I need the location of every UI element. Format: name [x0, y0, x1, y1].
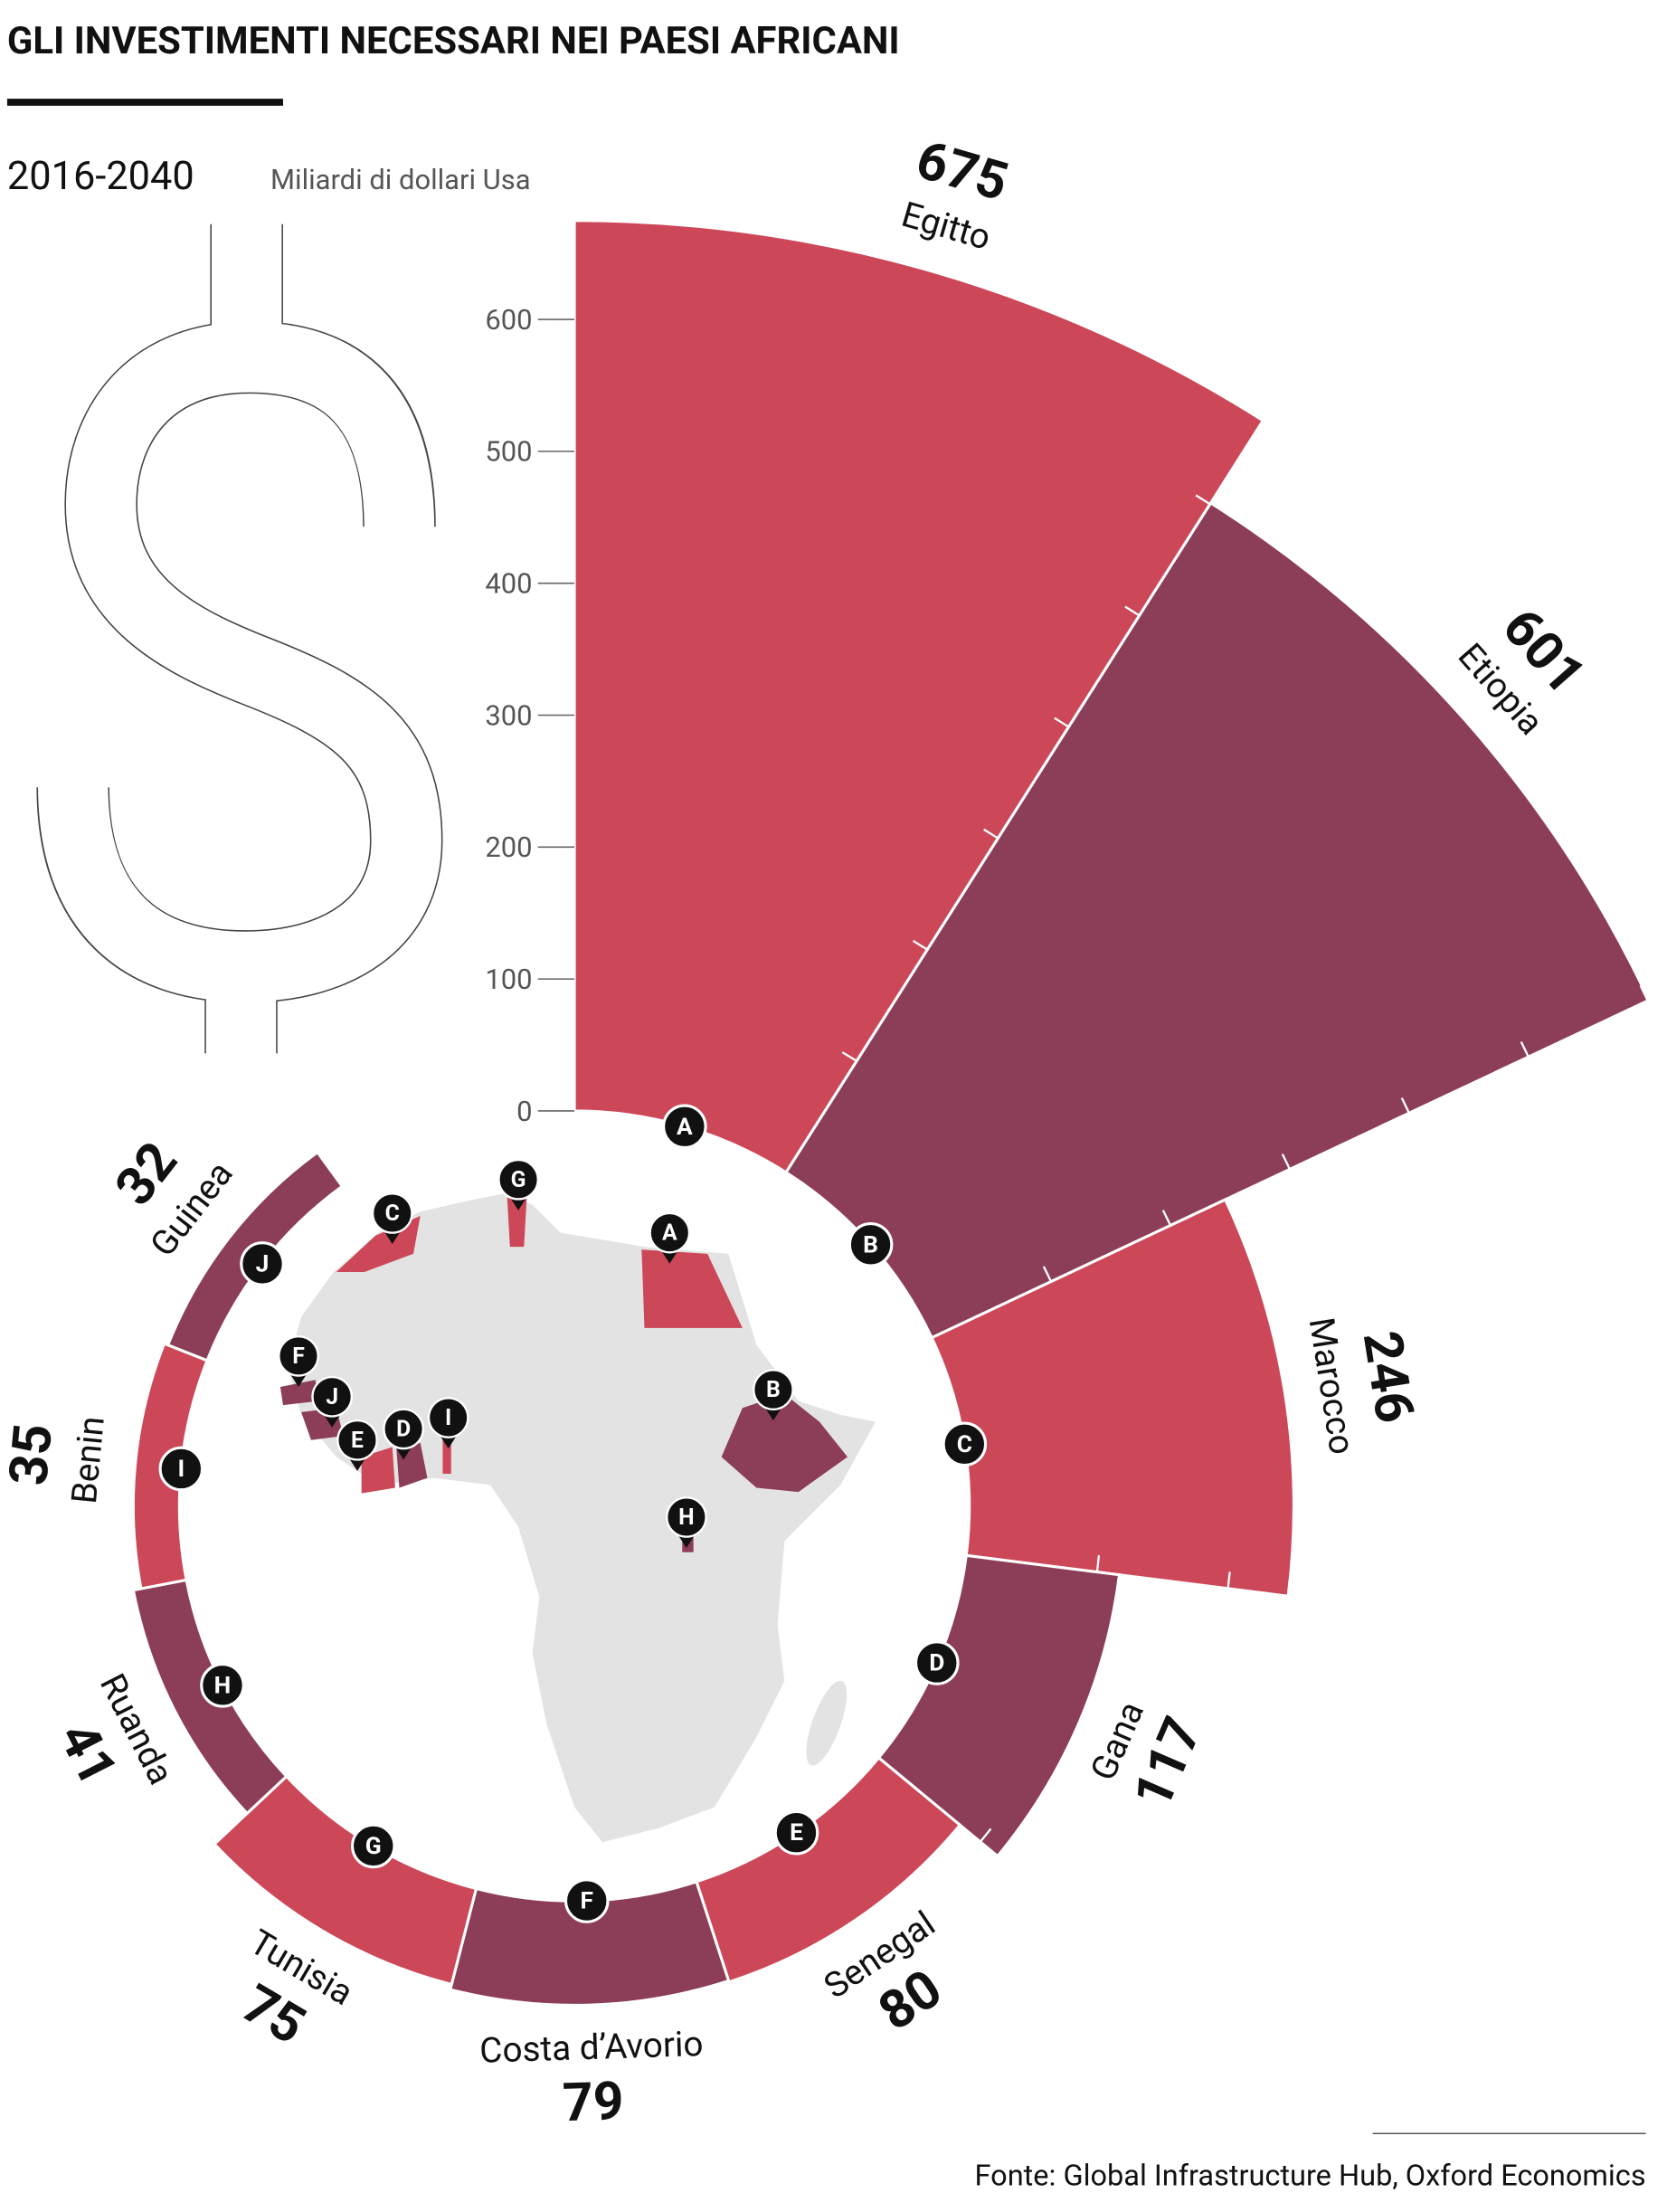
map-pin-head — [666, 1496, 707, 1538]
map-pin-label: I — [445, 1405, 451, 1431]
africa-map — [279, 1193, 876, 1843]
y-tick-label: 300 — [485, 698, 532, 732]
code-marker — [564, 1878, 610, 1923]
y-tick-label: 200 — [485, 831, 532, 864]
map-pin-label: A — [662, 1220, 677, 1247]
map-pin-head — [278, 1335, 319, 1377]
value-label: 79 — [562, 2070, 625, 2134]
bar-tick — [841, 1051, 857, 1062]
value-label: 35 — [0, 1421, 65, 1488]
map-pin-head — [311, 1375, 353, 1418]
bar-tick — [912, 939, 928, 951]
bar-tick — [1195, 494, 1211, 506]
code-marker — [662, 1104, 707, 1150]
y-tick-label: 0 — [516, 1095, 532, 1128]
y-tick-label: 400 — [485, 567, 532, 601]
map-pin-head — [497, 1158, 539, 1201]
code-label: C — [957, 1431, 972, 1458]
code-marker — [942, 1421, 988, 1467]
bar-tick — [982, 828, 999, 840]
code-label: D — [929, 1650, 944, 1677]
bar — [930, 1197, 1295, 1599]
y-tick-label: 100 — [485, 963, 532, 996]
code-marker — [240, 1241, 285, 1286]
bar — [212, 1774, 478, 1987]
map-pin-label: F — [292, 1343, 305, 1370]
bar-tick — [1042, 1266, 1053, 1283]
code-label: E — [790, 1819, 803, 1846]
code-label: F — [581, 1888, 593, 1915]
value-label: 246 — [1350, 1327, 1426, 1428]
code-label: J — [256, 1250, 270, 1277]
category-label: Costa d’Avorio — [479, 2024, 705, 2072]
bar-tick — [1400, 1097, 1410, 1114]
bar-tick — [1054, 717, 1070, 728]
map-pin-label: B — [766, 1377, 781, 1403]
map-pin-label: C — [385, 1201, 400, 1227]
subtitle: 2016-2040 — [7, 153, 194, 199]
code-marker — [200, 1663, 245, 1708]
code-marker — [773, 1809, 819, 1856]
bar-tick — [1124, 605, 1141, 617]
code-marker — [914, 1640, 960, 1685]
bar-tick — [1095, 1554, 1101, 1572]
map-pin-label: H — [678, 1505, 695, 1531]
bar-tick — [1520, 1040, 1530, 1058]
unit-label: Miliardi di dollari Usa — [270, 163, 531, 196]
map-pin-label: G — [511, 1167, 526, 1193]
map-pin-head — [649, 1211, 691, 1254]
map-pin-head — [753, 1369, 794, 1410]
bar-tick — [979, 1828, 992, 1843]
dollar-sign — [36, 221, 443, 1057]
map-pin-head — [383, 1408, 424, 1450]
code-label: G — [365, 1833, 382, 1860]
bar — [448, 1879, 731, 2007]
bar-tick — [1161, 1210, 1172, 1227]
code-label: H — [214, 1672, 232, 1699]
map-pin-label: J — [326, 1384, 338, 1410]
code-marker — [158, 1446, 204, 1492]
map-pin-label: D — [396, 1417, 411, 1443]
code-marker — [350, 1823, 396, 1869]
bar — [876, 1553, 1122, 1858]
map-pin-label: E — [351, 1428, 364, 1454]
y-tick-label: 600 — [485, 303, 532, 337]
category-label: Benin — [64, 1415, 113, 1506]
map-pin-head — [336, 1419, 378, 1461]
chart-title: GLI INVESTIMENTI NECESSARI NEI PAESI AFR… — [7, 19, 900, 63]
code-label: B — [863, 1231, 878, 1258]
source: Fonte: Global Infrastructure Hub, Oxford… — [975, 2159, 1646, 2193]
bar-tick — [1639, 984, 1649, 1002]
bar-tick — [1281, 1153, 1291, 1170]
map-pin-head — [427, 1397, 469, 1438]
y-tick-label: 500 — [485, 435, 532, 469]
code-marker — [848, 1222, 894, 1267]
code-label: A — [677, 1114, 693, 1141]
bar-tick — [1227, 1571, 1231, 1589]
code-label: I — [177, 1456, 185, 1483]
map-pin-head — [371, 1192, 413, 1234]
